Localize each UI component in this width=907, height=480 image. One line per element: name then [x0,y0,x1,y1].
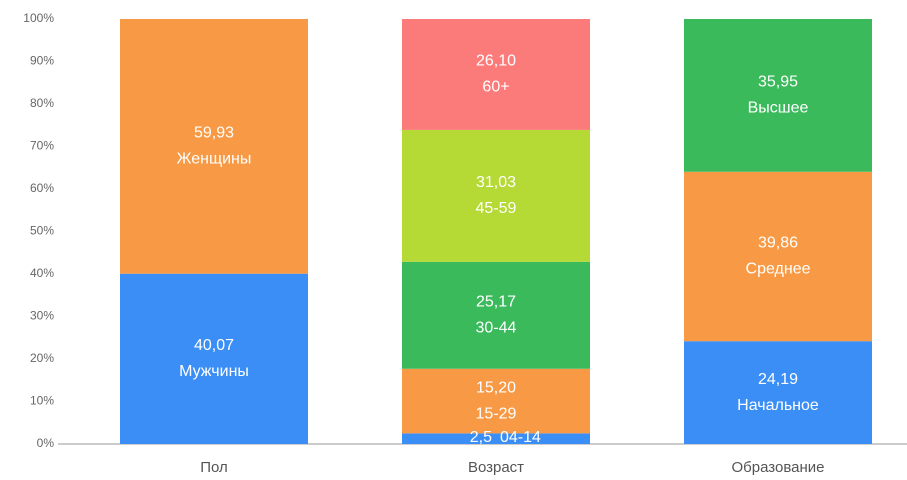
x-tick-label: Пол [200,459,228,476]
segment-label: Мужчины [179,363,249,380]
bar-segment [120,19,308,274]
segment-label: Высшее [748,100,809,117]
bar-segment [684,19,872,172]
x-tick-label: Возраст [468,459,524,476]
y-tick-label: 60% [30,181,54,195]
y-tick-label: 20% [30,351,54,365]
x-tick-label: Образование [732,459,825,476]
value-label: 26,10 [476,53,516,70]
segment-label: Начальное [737,397,819,414]
y-tick-label: 80% [30,96,54,110]
bar-segment [402,261,590,369]
value-label: 35,95 [758,74,798,91]
bar-segment [684,341,872,444]
value-label: 40,07 [194,337,234,354]
y-tick-label: 0% [37,436,55,450]
y-tick-label: 50% [30,224,54,238]
segment-label: Среднее [746,261,811,278]
bar-segment [402,19,590,130]
y-tick-label: 70% [30,139,54,153]
segment-label: 45-59 [476,200,517,217]
segment-label: Женщины [177,151,252,168]
value-label: 25,17 [476,294,516,311]
segment-label: 04-14 [500,429,541,446]
value-label: 15,20 [476,379,516,396]
segment-label: 15-29 [476,405,517,422]
bar-segment [402,433,590,444]
bar-segment [684,171,872,342]
value-label: 24,19 [758,371,798,388]
segment-label: 60+ [482,79,509,96]
bar-segment [402,368,590,434]
segment-label: 30-44 [476,320,517,337]
bar-segment [120,273,308,444]
y-tick-label: 30% [30,309,54,323]
y-tick-label: 10% [30,394,54,408]
bar-segment [402,129,590,262]
y-tick-label: 90% [30,54,54,68]
y-tick-label: 40% [30,266,54,280]
value-label: 31,03 [476,174,516,191]
value-label: 59,93 [194,125,234,142]
value-label: 2,5 [470,429,492,446]
value-label: 39,86 [758,235,798,252]
y-tick-label: 100% [23,11,54,25]
